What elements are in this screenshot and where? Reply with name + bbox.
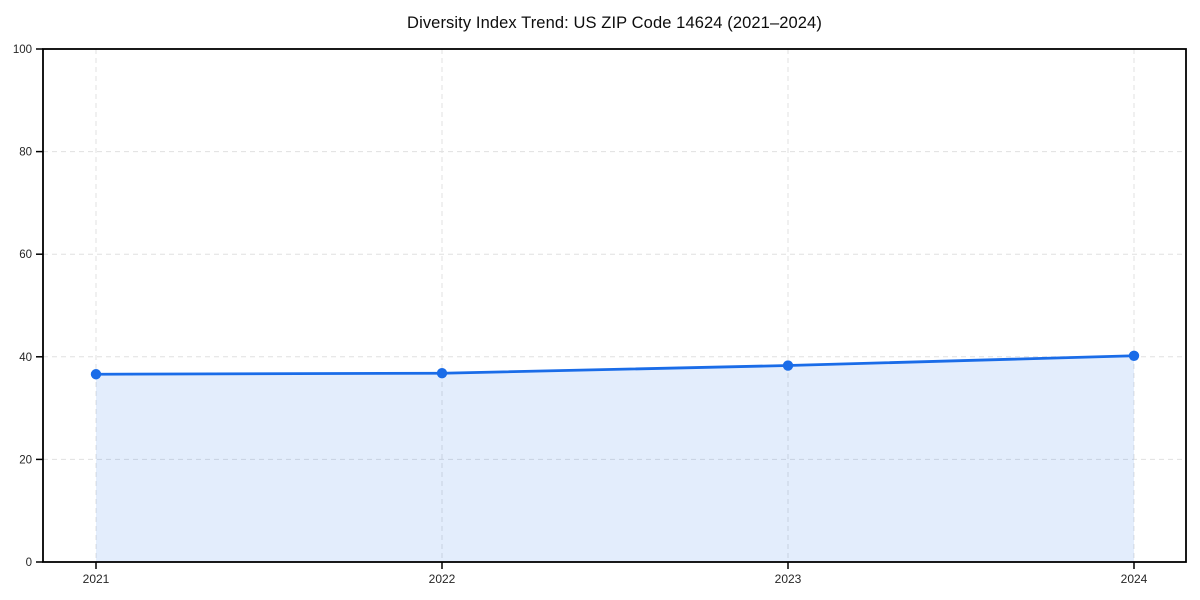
x-tick-label: 2023	[775, 572, 802, 586]
plot-border	[42, 48, 1187, 563]
plot-background	[43, 49, 1186, 562]
x-tick-label: 2021	[83, 572, 110, 586]
area-fill	[96, 355, 1134, 562]
y-tick-label: 60	[19, 249, 32, 261]
x-tick-label: 2024	[1121, 572, 1148, 586]
x-tick-label: 2022	[429, 572, 456, 586]
chart-title: Diversity Index Trend: US ZIP Code 14624…	[407, 14, 822, 32]
y-tick-label: 100	[13, 44, 32, 56]
data-point-2022	[436, 368, 448, 379]
y-tick-label: 20	[19, 454, 32, 466]
data-point-2021	[90, 369, 102, 380]
y-tick-label: 40	[19, 352, 32, 364]
data-point-2024	[1128, 350, 1140, 361]
y-tick-label: 0	[26, 557, 32, 569]
y-tick-label: 80	[19, 147, 32, 159]
data-point-2023	[782, 360, 794, 371]
trend-line	[94, 354, 1136, 376]
